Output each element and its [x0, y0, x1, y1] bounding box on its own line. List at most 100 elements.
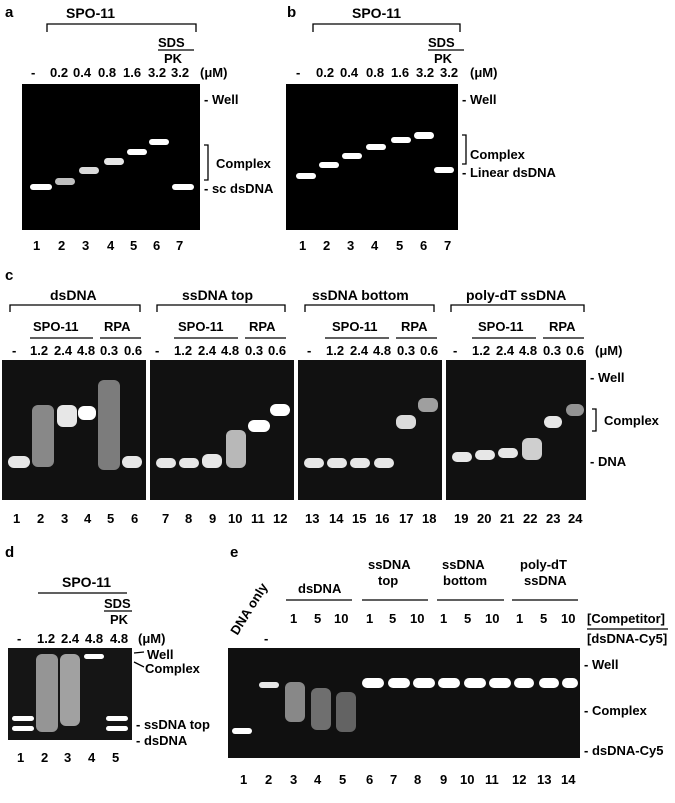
panel-c-lane-21: 21 [500, 511, 515, 526]
gel-band [84, 654, 104, 659]
panel-c-lane-18: 18 [422, 511, 437, 526]
gel-band [362, 678, 384, 688]
panel-e-g2-r1: 1 [366, 611, 374, 626]
panel-d-letter: d [5, 544, 15, 561]
gel-band [226, 430, 246, 468]
gel-band [248, 420, 270, 432]
gel-band [30, 184, 52, 190]
panel-c-complex-bracket [592, 408, 597, 432]
panel-e-group-4-title-1: poly-dT [520, 557, 567, 572]
panel-d-lane-1: 1 [17, 750, 25, 765]
panel-c-g1-rpa: RPA [104, 319, 131, 334]
gel-band [498, 448, 518, 458]
panel-e-group-2-title-2: top [378, 573, 399, 588]
panel-c-lane-10: 10 [228, 511, 243, 526]
gel-band [122, 456, 142, 468]
panel-a-conc-5: 1.6 [123, 65, 142, 80]
panel-c-g1-conc-3: 2.4 [54, 343, 73, 358]
panel-c-g3-conc-6: 0.6 [420, 343, 439, 358]
panel-c-lane-6: 6 [131, 511, 139, 526]
gel-band [12, 716, 34, 721]
panel-c-lane-15: 15 [352, 511, 367, 526]
gel-band [259, 682, 279, 688]
panel-b-lane-2: 2 [323, 238, 331, 253]
panel-c-g3-bracket [304, 304, 435, 312]
panel-c-group-4-title: poly-dT ssDNA [466, 287, 567, 303]
panel-e-lane-5: 5 [339, 772, 347, 787]
panel-c-g1-conc-6: 0.6 [124, 343, 143, 358]
panel-c-g3-conc-1: - [307, 343, 312, 358]
panel-b-lane-5: 5 [396, 238, 404, 253]
panel-e-lane-3: 3 [290, 772, 298, 787]
panel-b-gel [286, 84, 458, 230]
panel-d-well-label: Well [147, 647, 174, 662]
panel-c-lane-5: 5 [107, 511, 115, 526]
gel-band [8, 456, 30, 468]
gel-band [319, 162, 339, 168]
panel-b-sds: SDS [428, 35, 455, 50]
panel-a-lane-6: 6 [153, 238, 161, 253]
panel-e-group-2-title-1: ssDNA [368, 557, 411, 572]
gel-band [304, 458, 324, 468]
panel-a-dna-label: - sc dsDNA [204, 181, 274, 196]
panel-c-lane-4: 4 [84, 511, 92, 526]
panel-c-g3-conc-5: 0.3 [397, 343, 416, 358]
panel-e-header-2: [dsDNA-Cy5] [587, 631, 668, 646]
gel-band [396, 415, 416, 429]
panel-c-lane-14: 14 [329, 511, 344, 526]
panel-d-conc-1: - [17, 631, 22, 646]
panel-e-lane-6: 6 [366, 772, 374, 787]
panel-c-g2-conc-3: 2.4 [198, 343, 217, 358]
panel-e-well-label: - Well [584, 657, 619, 672]
panel-c-g1-bracket [9, 304, 141, 312]
panel-c-lane-19: 19 [454, 511, 469, 526]
panel-e-lane-1: 1 [240, 772, 248, 787]
panel-a-unit: (μM) [200, 65, 228, 80]
gel-band [414, 132, 434, 139]
panel-c-group-1-title: dsDNA [50, 287, 97, 303]
panel-c-g2-bracket [156, 304, 286, 312]
panel-c-g1-conc-5: 0.3 [100, 343, 119, 358]
gel-band [336, 692, 356, 732]
panel-c-unit: (μM) [595, 343, 623, 358]
panel-e-g3-r3: 10 [485, 611, 500, 626]
panel-c-g2-conc-2: 1.2 [174, 343, 193, 358]
panel-e-g4-r3: 10 [561, 611, 576, 626]
panel-c-complex-label: Complex [604, 413, 659, 428]
panel-d-conc-2: 1.2 [37, 631, 56, 646]
panel-c-lane-20: 20 [477, 511, 492, 526]
panel-d-lane-3: 3 [64, 750, 72, 765]
panel-c-lane-8: 8 [185, 511, 193, 526]
panel-d-title: SPO-11 [62, 574, 112, 590]
panel-c-g4-conc-4: 4.8 [519, 343, 538, 358]
panel-b-lane-3: 3 [347, 238, 355, 253]
panel-b-complex-label: Complex [470, 147, 525, 162]
panel-c-g1-conc-1: - [12, 343, 17, 358]
panel-b-conc-2: 0.2 [316, 65, 335, 80]
panel-e-g2-r2: 5 [389, 611, 397, 626]
gel-band [79, 167, 99, 174]
panel-c-g2-conc-4: 4.8 [221, 343, 240, 358]
panel-b-unit: (μM) [470, 65, 498, 80]
gel-band [544, 416, 562, 428]
gel-band [55, 178, 75, 185]
panel-e-header-1: [Competitor] [587, 611, 665, 626]
gel-band [232, 728, 252, 734]
gel-band [366, 144, 386, 150]
panel-e-g1-r1: 1 [290, 611, 298, 626]
panel-c-g4-spo: SPO-11 [478, 319, 524, 334]
gel-band [452, 452, 472, 462]
gel-band [270, 404, 290, 416]
panel-b-complex-bracket [462, 134, 467, 165]
panel-c-g4-rpa: RPA [549, 319, 576, 334]
panel-c-lane-13: 13 [305, 511, 320, 526]
panel-c-g4-bracket [450, 304, 585, 312]
panel-b-lane-4: 4 [371, 238, 379, 253]
gel-band [156, 458, 176, 468]
gel-band [98, 380, 120, 470]
panel-e-lane-7: 7 [390, 772, 398, 787]
panel-e-group-3-title-2: bottom [443, 573, 488, 588]
panel-b-conc-3: 0.4 [340, 65, 359, 80]
panel-c-lane-23: 23 [546, 511, 561, 526]
panel-e-lane-8: 8 [414, 772, 422, 787]
